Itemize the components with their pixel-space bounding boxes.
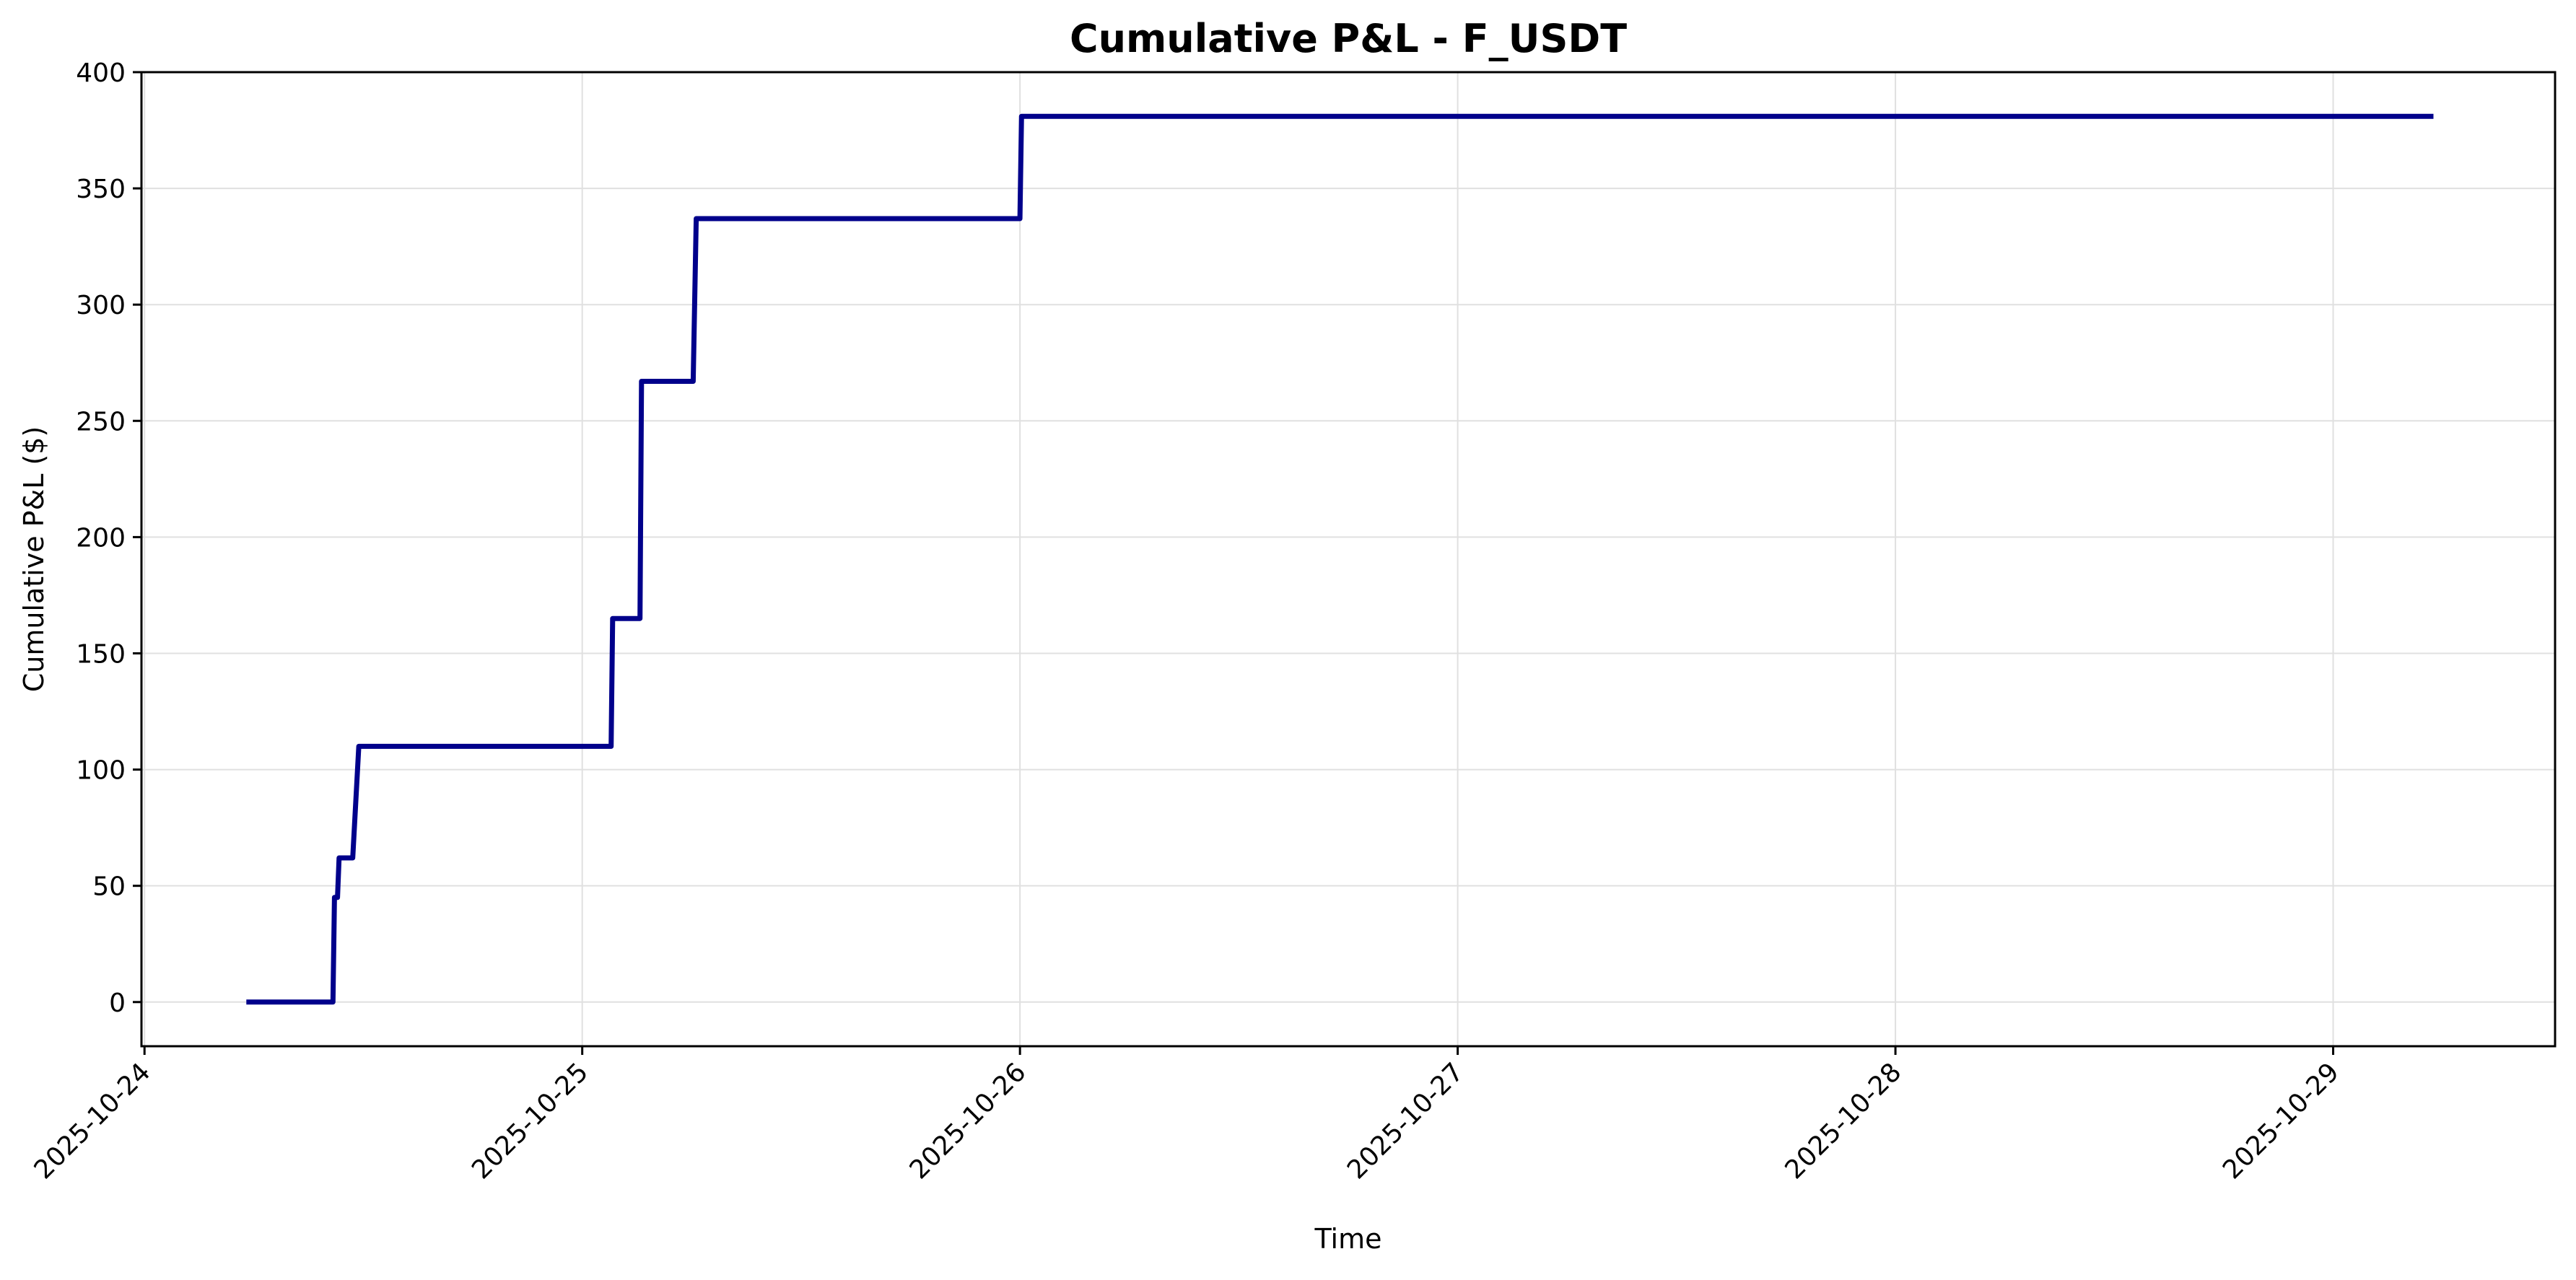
y-tick-label: 350 <box>76 175 126 204</box>
y-tick-label: 250 <box>76 407 126 437</box>
y-tick-label: 0 <box>109 989 126 1018</box>
plot-frame <box>140 71 2557 1048</box>
grid <box>141 71 2555 1046</box>
y-tick-label: 300 <box>76 291 126 320</box>
y-tick-label: 400 <box>76 58 126 88</box>
y-tick-label: 50 <box>92 872 126 902</box>
series-line <box>246 113 2434 1005</box>
chart-title: Cumulative P&L - F_USDT <box>1070 16 1627 61</box>
y-tick-label: 150 <box>76 639 126 669</box>
x-axis-label: Time <box>1314 1223 1382 1255</box>
y-tick-label: 200 <box>76 523 126 553</box>
y-tick-label: 100 <box>76 756 126 786</box>
y-axis-label: Cumulative P&L ($) <box>18 426 50 693</box>
series-layer <box>246 113 2434 1005</box>
